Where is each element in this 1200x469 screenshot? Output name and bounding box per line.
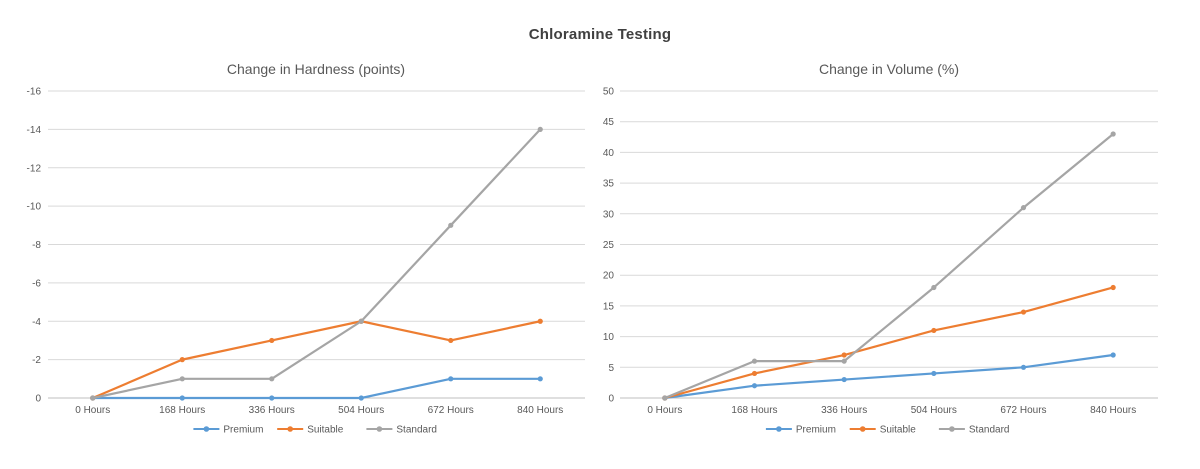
legend-item-standard: Standard (938, 425, 1010, 436)
data-point-marker-premium (448, 376, 454, 382)
hardness-chart: Change in Hardness (points) 0 -2 -4 -6 -8 -10… (0, 55, 595, 469)
y-tick-label: 30 (603, 209, 615, 220)
data-point-marker-premium (269, 395, 275, 401)
y-tick-label: -2 (32, 355, 41, 366)
category-label: 0 Hours (75, 405, 110, 416)
data-point-marker-suitable (751, 370, 758, 377)
volume-chart-title: Change in Volume (%) (819, 61, 959, 77)
data-point-marker-standard (931, 284, 937, 291)
y-tick-label: 50 (603, 87, 615, 98)
data-point-marker-standard (448, 222, 454, 228)
legend-marker (859, 426, 866, 432)
y-tick-label: 40 (603, 148, 615, 159)
data-point-marker-standard (179, 376, 185, 382)
legend-label: Premium (796, 425, 836, 436)
category-label: 504 Hours (338, 405, 384, 416)
data-point-marker-standard (358, 318, 364, 324)
hardness-chart-svg: Change in Hardness (points) 0 -2 -4 -6 -8 -10… (27, 61, 585, 436)
data-point-marker-premium (1020, 364, 1027, 370)
y-tick-label: 20 (603, 271, 615, 282)
data-point-marker-premium (751, 383, 758, 389)
category-label: 672 Hours (428, 405, 474, 416)
legend-label: Suitable (880, 425, 917, 436)
data-point-marker-premium (179, 395, 185, 401)
legend-item-premium: Premium (193, 425, 263, 436)
data-point-marker-standard (90, 395, 96, 401)
data-point-marker-suitable (269, 337, 275, 344)
y-tick-label: 10 (603, 332, 615, 343)
legend-item-premium: Premium (765, 425, 836, 436)
data-point-marker-standard (269, 376, 275, 382)
category-label: 504 Hours (911, 405, 957, 416)
y-tick-label: 0 (35, 394, 41, 405)
y-tick-label: -8 (32, 240, 41, 251)
y-tick-label: -4 (32, 317, 41, 328)
y-tick-label: -6 (32, 278, 41, 289)
hardness-chart-title: Change in Hardness (points) (227, 61, 405, 77)
series-line-premium (663, 353, 1115, 400)
y-tick-label: -16 (27, 87, 42, 98)
y-tick-label: -10 (27, 202, 42, 213)
page-title: Chloramine Testing (528, 26, 672, 43)
data-point-marker-suitable (448, 337, 454, 344)
data-point-marker-suitable (537, 318, 543, 324)
y-tick-label: 5 (608, 363, 614, 374)
volume-chart: Change in Volume (%) 0 5 10 15 20 25 30 35 40 45 5… (600, 55, 1195, 469)
legend-item-standard: Standard (366, 425, 437, 436)
y-tick-label: 45 (603, 117, 615, 128)
legend-label: Standard (396, 425, 437, 436)
legend-marker (376, 426, 383, 432)
category-label: 840 Hours (517, 405, 563, 416)
series-line-standard (91, 128, 542, 400)
data-point-marker-suitable (1110, 284, 1116, 291)
legend-marker (776, 426, 782, 432)
category-label: 168 Hours (731, 405, 777, 416)
data-point-marker-premium (1110, 352, 1116, 358)
series-line-suitable (91, 320, 542, 400)
data-point-marker-suitable (931, 327, 937, 334)
data-point-marker-standard (662, 395, 668, 401)
category-label: 336 Hours (821, 405, 867, 416)
series-line-premium (91, 377, 542, 400)
y-tick-label: 35 (603, 179, 615, 190)
data-point-marker-suitable (1020, 309, 1027, 315)
category-label: 168 Hours (159, 405, 205, 416)
data-point-marker-premium (931, 370, 937, 377)
y-tick-label: 15 (603, 301, 615, 312)
data-point-marker-suitable (179, 357, 185, 363)
data-point-marker-standard (1110, 131, 1116, 137)
y-tick-label: -12 (27, 163, 42, 174)
legend-label: Premium (223, 425, 263, 436)
category-label: 840 Hours (1090, 405, 1136, 416)
data-point-marker-standard (1020, 205, 1027, 211)
legend-label: Standard (969, 425, 1010, 436)
data-point-marker-standard (841, 358, 847, 364)
y-tick-label: 25 (603, 240, 615, 251)
legend-label: Suitable (307, 425, 344, 436)
legend-marker (287, 426, 294, 432)
y-tick-label: -14 (27, 125, 42, 136)
data-point-marker-suitable (841, 352, 847, 358)
series-line-suitable (663, 286, 1115, 400)
legend-marker (203, 426, 210, 432)
volume-plot-area: 0 5 10 15 20 25 30 35 40 45 50 0 Hours 168 Hours 336 … (603, 87, 1158, 436)
category-label: 672 Hours (1000, 405, 1046, 416)
category-label: 0 Hours (647, 405, 682, 416)
data-point-marker-standard (537, 126, 543, 132)
data-point-marker-premium (537, 376, 543, 382)
category-label: 336 Hours (249, 405, 295, 416)
hardness-plot-area: 0 -2 -4 -6 -8 -10 -12 -14 -16 0 Hours 168 Hours 336… (27, 87, 585, 436)
data-point-marker-premium (358, 395, 364, 401)
data-point-marker-premium (841, 376, 847, 383)
legend-item-suitable: Suitable (277, 425, 344, 436)
y-tick-label: 0 (608, 394, 614, 405)
legend-marker (949, 426, 955, 432)
legend-item-suitable: Suitable (849, 425, 917, 436)
data-point-marker-standard (751, 358, 758, 364)
volume-chart-svg: Change in Volume (%) 0 5 10 15 20 25 30 35 40 45 5… (603, 61, 1158, 436)
series-line-standard (663, 132, 1115, 400)
